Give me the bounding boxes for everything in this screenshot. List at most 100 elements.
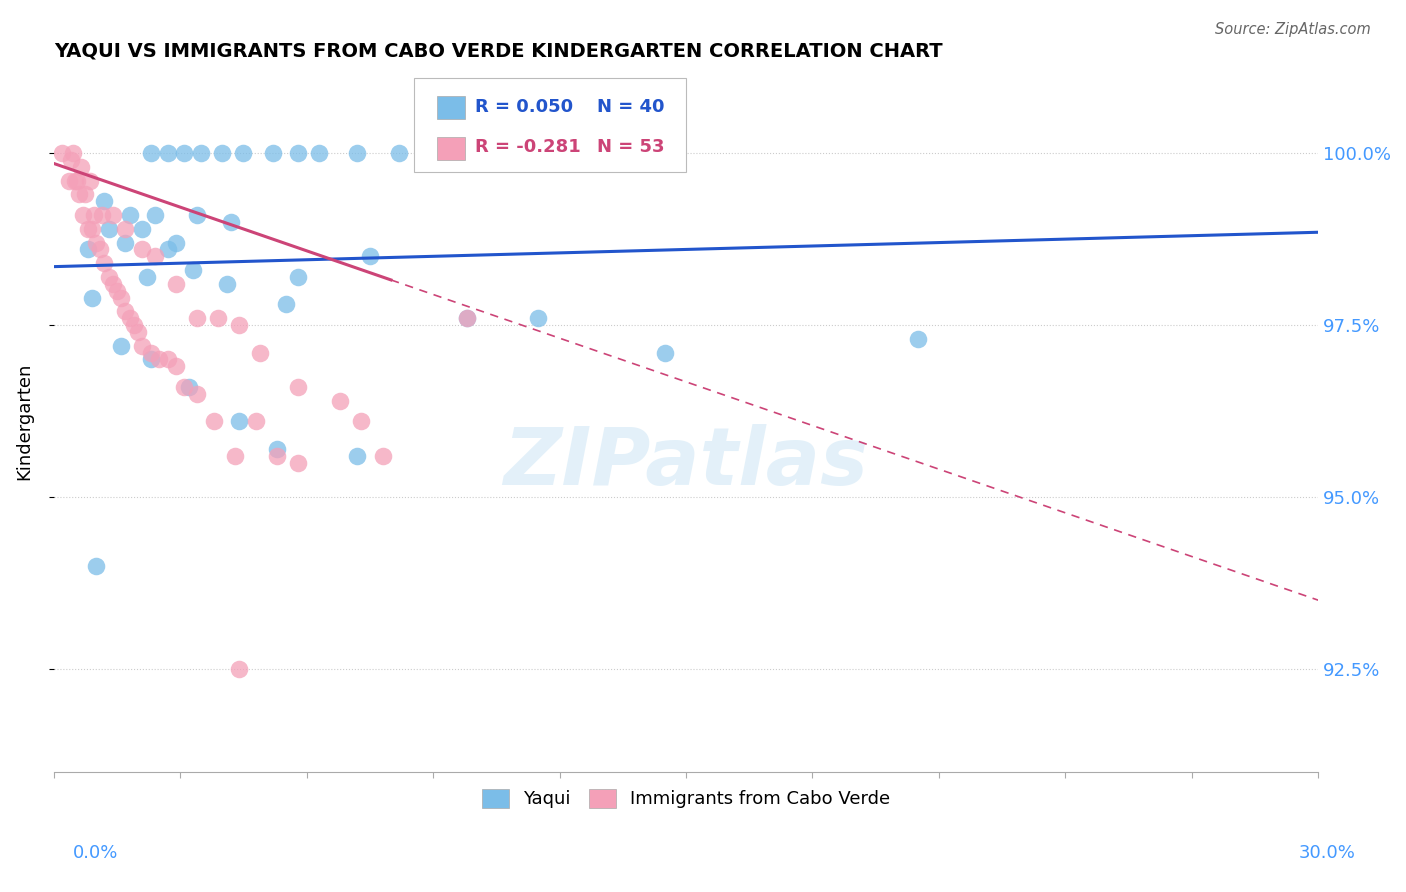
- Point: [228, 318, 250, 332]
- Point: [84, 235, 107, 250]
- Point: [114, 304, 136, 318]
- Point: [143, 249, 166, 263]
- Point: [456, 311, 478, 326]
- Point: [156, 146, 179, 161]
- Point: [135, 269, 157, 284]
- Y-axis label: Kindergarten: Kindergarten: [15, 363, 32, 480]
- Point: [371, 449, 394, 463]
- Point: [80, 222, 103, 236]
- Point: [83, 208, 105, 222]
- Point: [350, 414, 373, 428]
- Point: [527, 311, 550, 326]
- Point: [202, 414, 225, 428]
- Point: [110, 339, 132, 353]
- Point: [219, 215, 242, 229]
- Text: Source: ZipAtlas.com: Source: ZipAtlas.com: [1215, 22, 1371, 37]
- Point: [165, 359, 187, 374]
- Point: [122, 318, 145, 332]
- Point: [190, 146, 212, 161]
- Point: [173, 146, 195, 161]
- Point: [329, 393, 352, 408]
- Point: [58, 174, 80, 188]
- Point: [148, 352, 170, 367]
- Point: [907, 332, 929, 346]
- Point: [266, 442, 288, 456]
- Point: [105, 284, 128, 298]
- Point: [287, 456, 309, 470]
- Text: 30.0%: 30.0%: [1299, 844, 1355, 862]
- Point: [51, 146, 73, 161]
- Point: [211, 146, 233, 161]
- Point: [97, 222, 120, 236]
- Point: [186, 208, 208, 222]
- Text: N = 40: N = 40: [598, 98, 665, 116]
- Point: [76, 243, 98, 257]
- Point: [118, 208, 141, 222]
- Point: [346, 449, 368, 463]
- Point: [93, 256, 115, 270]
- Text: R = -0.281: R = -0.281: [475, 138, 581, 156]
- Point: [139, 146, 162, 161]
- Point: [245, 414, 267, 428]
- Point: [177, 380, 200, 394]
- Point: [654, 345, 676, 359]
- Point: [114, 222, 136, 236]
- Text: N = 53: N = 53: [598, 138, 665, 156]
- Point: [62, 146, 84, 161]
- Point: [93, 194, 115, 209]
- Point: [139, 345, 162, 359]
- Legend: Yaqui, Immigrants from Cabo Verde: Yaqui, Immigrants from Cabo Verde: [474, 782, 897, 815]
- Point: [101, 208, 124, 222]
- Point: [97, 269, 120, 284]
- Point: [80, 291, 103, 305]
- Point: [228, 414, 250, 428]
- Point: [101, 277, 124, 291]
- Point: [89, 243, 111, 257]
- Point: [110, 291, 132, 305]
- Point: [118, 311, 141, 326]
- Point: [131, 243, 153, 257]
- Point: [346, 146, 368, 161]
- Point: [70, 160, 93, 174]
- Point: [186, 387, 208, 401]
- Point: [131, 222, 153, 236]
- Point: [156, 243, 179, 257]
- Point: [139, 352, 162, 367]
- Point: [59, 153, 82, 167]
- Point: [131, 339, 153, 353]
- Bar: [437, 96, 465, 120]
- Point: [114, 235, 136, 250]
- Point: [359, 249, 381, 263]
- Point: [287, 269, 309, 284]
- Point: [156, 352, 179, 367]
- Point: [165, 235, 187, 250]
- FancyBboxPatch shape: [415, 78, 686, 172]
- Point: [266, 449, 288, 463]
- Point: [249, 345, 271, 359]
- Point: [274, 297, 297, 311]
- Point: [224, 449, 246, 463]
- Point: [287, 146, 309, 161]
- Point: [143, 208, 166, 222]
- Point: [72, 208, 94, 222]
- Text: 0.0%: 0.0%: [73, 844, 118, 862]
- Text: ZIPatlas: ZIPatlas: [503, 425, 869, 502]
- Point: [165, 277, 187, 291]
- Point: [215, 277, 238, 291]
- Point: [67, 187, 90, 202]
- Point: [186, 311, 208, 326]
- Point: [66, 174, 89, 188]
- Point: [207, 311, 229, 326]
- Point: [456, 311, 478, 326]
- Point: [287, 380, 309, 394]
- Point: [228, 662, 250, 676]
- Point: [262, 146, 284, 161]
- Point: [91, 208, 114, 222]
- Point: [388, 146, 411, 161]
- Point: [181, 263, 204, 277]
- Bar: [437, 136, 465, 160]
- Point: [79, 174, 101, 188]
- Point: [232, 146, 254, 161]
- Point: [308, 146, 330, 161]
- Point: [63, 174, 86, 188]
